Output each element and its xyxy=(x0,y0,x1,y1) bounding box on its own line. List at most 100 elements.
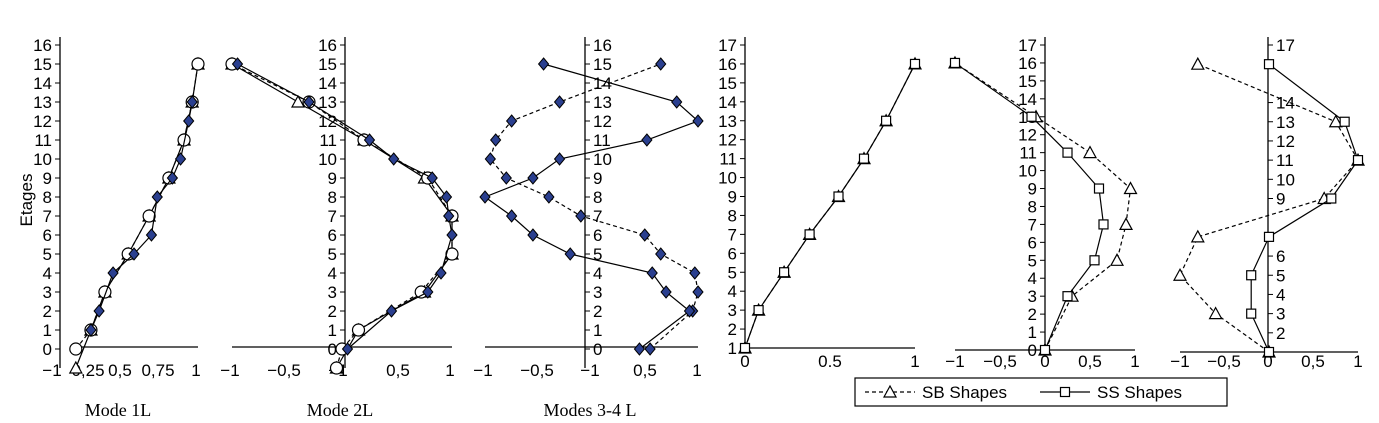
panel-3-series-2-point xyxy=(537,57,550,71)
panel-2-y-tick-label: 5 xyxy=(328,245,337,264)
panel-2-y-tick-label: 10 xyxy=(318,150,337,169)
panel-5-series-2-line xyxy=(954,62,1105,351)
panel-3-series-1-point xyxy=(505,114,518,128)
panel-5-x-tick-label: 1 xyxy=(1130,352,1139,371)
panel-2-x-tick-label: −0,5 xyxy=(267,361,301,380)
panel-2-y-tick-label: 6 xyxy=(328,226,337,245)
panel-6-x-tick-label: 0,5 xyxy=(1301,352,1325,371)
panel-4-series-1-line xyxy=(744,63,916,349)
panel-3-series-2-point xyxy=(660,285,672,299)
panel-3-series-2-point xyxy=(641,133,653,147)
panel-3-y-tick-label: 7 xyxy=(593,207,602,226)
panel-2-y-tick-label: 8 xyxy=(328,188,337,207)
panel-3-series-1-point xyxy=(553,95,566,109)
panel-5-series-1-point xyxy=(1123,181,1138,195)
panel-1-y-tick-label: 12 xyxy=(33,112,52,131)
panel-5-y-tick-label: 8 xyxy=(1028,197,1037,216)
panel-2-y-tick-label: 1 xyxy=(328,321,337,340)
panel-1-y-tick-label: 5 xyxy=(43,245,52,264)
panel-2-series-2-line xyxy=(231,63,453,369)
panel-6-y-tick-label: 11 xyxy=(1276,151,1294,170)
panel-5-series-2-point xyxy=(949,57,961,69)
panel-6-series-2-point xyxy=(1246,270,1257,281)
panel-3-y-tick-label: 13 xyxy=(593,93,612,112)
panel-1-y-tick-label: 4 xyxy=(43,264,52,283)
panel-6-series-1-point xyxy=(1208,306,1223,320)
panel-1-series-3-line xyxy=(90,101,193,331)
panel-4-y-tick-label: 2 xyxy=(728,320,737,339)
panel-3-series-2-point xyxy=(564,247,576,261)
panel-4-series-2-point xyxy=(804,229,815,240)
panel-4-y-tick-label: 11 xyxy=(719,150,737,169)
panel-4-y-tick-label: 9 xyxy=(728,188,737,207)
panel-2-y-tick-label: 14 xyxy=(318,74,337,93)
panel-6-x-tick-label: −1 xyxy=(1170,352,1189,371)
panel-5-y-tick-label: 9 xyxy=(1028,180,1037,199)
legend-ss-marker xyxy=(1059,386,1071,398)
panel-1-series-3-point xyxy=(107,266,119,280)
panel-1-series-3-point xyxy=(166,171,179,185)
panel-1-series-2-point xyxy=(69,342,83,356)
panel-3-series-2-point xyxy=(646,266,658,280)
panel-5-y-tick-label: 7 xyxy=(1028,215,1037,234)
panel-2-y-tick-label: 3 xyxy=(328,283,337,302)
panel-5-y-tick-label: 15 xyxy=(1018,72,1037,91)
y-axis-label: Etages xyxy=(17,174,36,227)
panel-2-series-3-point xyxy=(303,95,315,109)
panel-6-series-1-point xyxy=(1328,114,1343,128)
panel-1-caption: Mode 1L xyxy=(85,400,152,420)
panel-2-x-tick-label: 1 xyxy=(445,361,454,380)
panel-4-y-tick-label: 16 xyxy=(718,55,737,74)
panel-1-y-tick-label: 0 xyxy=(43,340,52,359)
panel-3-y-tick-label: 12 xyxy=(593,112,612,131)
panel-3-x-tick-label: 1 xyxy=(692,361,701,380)
panel-5-y-tick-label: 10 xyxy=(1018,162,1037,181)
panel-5-series-2-point xyxy=(1098,219,1109,230)
panel-2-series-3-point xyxy=(426,171,438,185)
panel-5-series-1-point xyxy=(1109,253,1125,266)
panel-6-series-1-point xyxy=(1190,229,1205,243)
panel-2-series-2-point xyxy=(351,323,366,337)
panel-4-x-tick-label: 0 xyxy=(740,352,749,371)
panel-1-x-tick-label: 1 xyxy=(191,361,200,380)
panel-2-series-3-point xyxy=(341,342,354,356)
panel-5-y-tick-label: 17 xyxy=(1018,36,1037,55)
panel-1-series-2-point xyxy=(142,209,156,223)
panel-3-series-1-point xyxy=(489,133,502,147)
panel-6-y-tick-label: 9 xyxy=(1276,190,1285,209)
panel-5-series-1-point xyxy=(1082,145,1098,159)
panel-4-y-tick-label: 17 xyxy=(718,36,737,55)
panel-6-series-2-point xyxy=(1263,346,1275,358)
panel-5-y-tick-label: 3 xyxy=(1028,287,1037,306)
panel-1-series-3-point xyxy=(186,95,198,109)
panel-3-series-1-point xyxy=(655,247,667,261)
panel-3-series-1-point xyxy=(639,228,651,242)
panel-4-y-tick-label: 10 xyxy=(718,169,737,188)
panel-6-y-tick-label: 17 xyxy=(1276,36,1295,55)
panel-4-y-tick-label: 1 xyxy=(728,339,737,358)
panel-2-y-tick-label: 2 xyxy=(328,302,337,321)
panel-2-series-3-point xyxy=(231,57,244,71)
panel-6-series-2-line xyxy=(1250,63,1359,353)
panel-4-x-tick-label: 1 xyxy=(910,352,919,371)
panel-1-series-3-point xyxy=(151,190,163,204)
panel-1-x-tick-label: 0,75 xyxy=(141,361,174,380)
panel-1-y-tick-label: 10 xyxy=(33,150,52,169)
panel-4-y-tick-label: 4 xyxy=(728,282,737,301)
panel-6-series-2-point xyxy=(1352,155,1364,166)
panel-6-y-tick-label: 5 xyxy=(1276,266,1285,285)
panel-3-series-1-point xyxy=(692,285,704,299)
panel-3-y-tick-label: 15 xyxy=(593,55,612,74)
panel-5-series-2-point xyxy=(1062,291,1073,302)
panel-6-series-2-point xyxy=(1263,231,1275,242)
panel-2-series-3-line xyxy=(237,63,453,350)
panel-4-y-tick-label: 15 xyxy=(718,74,737,93)
panel-5-series-2-point xyxy=(1093,183,1105,194)
panel-6-y-tick-label: 14 xyxy=(1276,94,1295,113)
panel-2-series-3-point xyxy=(388,152,400,166)
panel-4-series-2-point xyxy=(858,153,870,164)
panel-2-y-tick-label: 11 xyxy=(319,131,337,150)
panel-3-caption: Modes 3-4 L xyxy=(544,400,637,420)
panel-5-y-tick-label: 2 xyxy=(1028,305,1037,324)
panel-1-y-tick-label: 3 xyxy=(43,283,52,302)
